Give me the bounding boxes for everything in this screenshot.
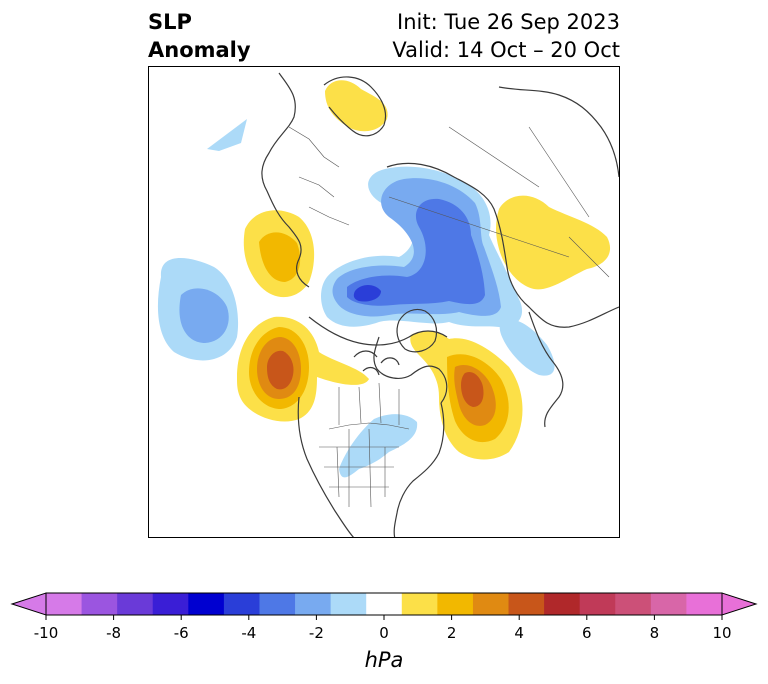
coastlines <box>261 72 619 537</box>
colorbar-segment <box>686 593 723 615</box>
anomaly-arctic-inner <box>347 198 485 306</box>
coastline-east-asia <box>498 86 619 178</box>
border-canada-provinces <box>338 382 400 425</box>
colorbar-tick-label: -10 <box>33 624 59 642</box>
colorbar-tick-label: 6 <box>582 624 592 642</box>
colorbar-tick-label: -8 <box>106 624 122 642</box>
init-date: Init: Tue 26 Sep 2023 <box>397 10 620 34</box>
anomaly-alaska-core <box>259 232 301 282</box>
colorbar-units: hPa <box>364 648 404 672</box>
anomaly-arctic-core <box>353 285 381 302</box>
title-line-2: Anomaly <box>148 38 251 62</box>
positive-anomalies <box>237 80 611 460</box>
border-europe-1 <box>288 126 350 226</box>
coastline-north-america-east <box>393 402 445 537</box>
colorbar-tick-label: 10 <box>712 624 732 642</box>
colorbar <box>10 592 758 620</box>
anomaly-west-atlantic-small <box>207 119 247 151</box>
anomaly-atlantic-core <box>461 371 484 407</box>
title-line-1: SLP <box>148 10 192 34</box>
colorbar-segment <box>401 593 438 615</box>
colorbar-segment <box>437 593 474 615</box>
coastline-pacific-asia <box>528 311 564 428</box>
colorbar-tick-label: -4 <box>241 624 257 642</box>
map-panel <box>148 66 620 538</box>
colorbar-segment <box>579 593 616 615</box>
colorbar-segment <box>259 593 296 615</box>
coastline-north-america-west <box>297 396 354 537</box>
coastline-arctic-islands <box>353 350 400 376</box>
colorbar-tick-label: 8 <box>649 624 660 642</box>
political-borders <box>288 126 610 508</box>
negative-anomalies <box>157 119 555 478</box>
colorbar-tick-label: 0 <box>379 624 389 642</box>
colorbar-tick-label: -6 <box>173 624 189 642</box>
colorbar-segment <box>46 593 83 615</box>
colorbar-segment <box>117 593 154 615</box>
coastline-europe <box>261 72 310 288</box>
colorbar-segment <box>81 593 118 615</box>
coastline-alaska <box>308 316 448 346</box>
colorbar-tick-label: -2 <box>308 624 324 642</box>
border-russia <box>388 196 570 258</box>
coastline-greenland <box>396 308 438 353</box>
anomaly-north-pacific-core <box>179 288 229 343</box>
colorbar-segment <box>366 593 403 615</box>
colorbar-segment <box>508 593 545 615</box>
anomaly-ne-pacific-core <box>267 350 294 390</box>
border-us-states <box>319 428 399 508</box>
colorbar-segment <box>472 593 510 615</box>
anomaly-eastern-us <box>339 414 418 478</box>
map-title: SLP Anomaly <box>148 8 251 64</box>
colorbar-extend-min <box>10 592 47 616</box>
colorbar-segment <box>650 593 687 615</box>
colorbar-segment <box>544 593 581 615</box>
colorbar-segment <box>152 593 189 615</box>
colorbar-segment <box>295 593 332 615</box>
anomaly-scandinavia <box>325 80 388 132</box>
anomaly-siberia-small <box>499 319 555 376</box>
coastline-canada <box>373 336 448 404</box>
run-info: Init: Tue 26 Sep 2023 Valid: 14 Oct – 20… <box>392 8 620 64</box>
colorbar-tick-label: 2 <box>446 624 457 642</box>
slp-anomaly-map <box>157 72 619 537</box>
colorbar-segments <box>45 592 723 616</box>
colorbar-extend-max <box>721 592 758 616</box>
colorbar-tick-label: 4 <box>514 624 524 642</box>
colorbar-segment <box>223 593 260 615</box>
anomaly-ural-russia <box>496 195 611 290</box>
valid-range: Valid: 14 Oct – 20 Oct <box>392 38 620 62</box>
border-asia-1 <box>448 126 610 278</box>
colorbar-segment <box>188 593 225 615</box>
colorbar-segment <box>615 593 652 615</box>
colorbar-segment <box>330 593 367 615</box>
coastline-siberia <box>386 162 619 328</box>
coastline-scandinavia <box>323 76 387 137</box>
colorbar-ticks <box>45 615 723 620</box>
border-us-canada <box>328 422 410 430</box>
